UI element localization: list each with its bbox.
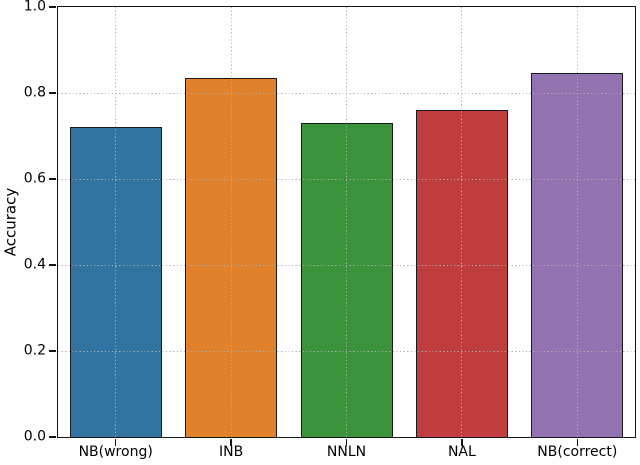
bar-nb-wrong	[69, 127, 162, 437]
x-tick-label-nnln: NNLN	[326, 444, 367, 460]
y-tick-label-0.6: 0.6	[23, 170, 46, 187]
x-tick-mark-nnln	[345, 439, 348, 446]
y-tick-mark-0.6	[49, 178, 56, 180]
y-tick-label-1.0: 1.0	[23, 0, 46, 15]
x-tick-mark-nb-wrong	[114, 439, 117, 446]
y-tick-label-0.2: 0.2	[23, 342, 46, 359]
bar-nnln	[300, 123, 393, 437]
y-tick-mark-0.4	[49, 264, 56, 266]
bar-nal	[415, 110, 508, 437]
x-tick-label-inb: INB	[218, 444, 244, 460]
y-tick-mark-0.2	[49, 350, 56, 352]
bar-nb-correct	[531, 72, 624, 437]
x-tick-label-nal: NAL	[447, 444, 476, 460]
y-tick-mark-0.8	[49, 92, 56, 94]
y-tick-label-0.0: 0.0	[23, 428, 46, 445]
plot-area: 0.0 0.2 0.4 0.6 0.8 1.0 NB(wrong) INB NNLN NAL NB(…	[24, 0, 636, 459]
x-tick-mark-nal	[461, 439, 463, 446]
bar-inb	[185, 77, 278, 437]
y-axis-label: Accuracy	[1, 187, 20, 257]
x-tick-label-nb-wrong: NB(wrong)	[78, 444, 153, 460]
x-tick-mark-nb-correct	[576, 439, 579, 446]
y-tick-label-0.8: 0.8	[23, 84, 46, 101]
y-tick-mark-0.0	[49, 436, 56, 438]
y-tick-mark-1.0	[49, 6, 56, 8]
x-tick-label-nb-correct: NB(correct)	[537, 444, 618, 460]
x-tick-mark-inb	[230, 439, 232, 446]
y-tick-label-0.4: 0.4	[23, 256, 46, 273]
